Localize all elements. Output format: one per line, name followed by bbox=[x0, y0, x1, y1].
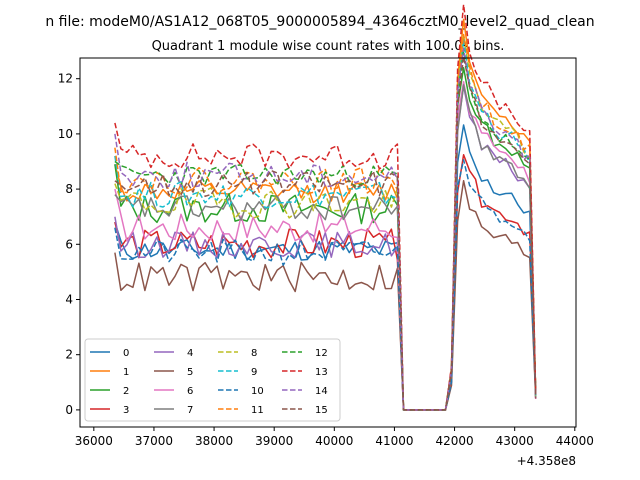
chart-title: Quadrant 1 module wise count rates with … bbox=[152, 39, 505, 54]
y-axis: 0 2 4 6 8 10 12 bbox=[58, 72, 80, 417]
series-line-2 bbox=[114, 66, 537, 411]
x-tick-label: 44000 bbox=[556, 434, 594, 448]
x-offset-label: +4.358e8 bbox=[517, 454, 576, 468]
legend-label-13: 13 bbox=[315, 367, 328, 378]
series-line-5 bbox=[114, 179, 537, 411]
legend-label-10: 10 bbox=[251, 386, 264, 397]
y-tick-label: 10 bbox=[58, 127, 73, 141]
legend-label-6: 6 bbox=[187, 386, 193, 397]
x-tick-label: 37000 bbox=[135, 434, 173, 448]
y-tick-label: 6 bbox=[65, 237, 73, 251]
x-tick-label: 40000 bbox=[315, 434, 353, 448]
y-tick-label: 2 bbox=[65, 348, 73, 362]
legend-label-14: 14 bbox=[315, 386, 328, 397]
legend-label-1: 1 bbox=[123, 367, 129, 378]
legend-label-9: 9 bbox=[251, 367, 257, 378]
x-tick-label: 38000 bbox=[195, 434, 233, 448]
series-line-13 bbox=[114, 3, 537, 411]
x-tick-label: 36000 bbox=[75, 434, 113, 448]
x-tick-label: 39000 bbox=[255, 434, 293, 448]
series-line-15 bbox=[114, 55, 537, 411]
series-line-14 bbox=[114, 47, 537, 411]
legend-label-12: 12 bbox=[315, 348, 328, 359]
series-layer bbox=[114, 3, 537, 411]
series-line-3 bbox=[114, 154, 537, 411]
series-line-11 bbox=[114, 33, 537, 411]
y-tick-label: 12 bbox=[58, 72, 73, 86]
legend-label-15: 15 bbox=[315, 405, 328, 416]
figure-suptitle: n file: modeM0/AS1A12_068T05_9000005894_… bbox=[45, 14, 594, 30]
legend-label-2: 2 bbox=[123, 386, 129, 397]
y-tick-label: 4 bbox=[65, 292, 73, 306]
x-axis: 36000 37000 38000 39000 40000 41000 42000 43000… bbox=[75, 427, 594, 448]
y-tick-label: 8 bbox=[65, 182, 73, 196]
legend-label-3: 3 bbox=[123, 405, 129, 416]
legend-label-5: 5 bbox=[187, 367, 193, 378]
series-line-10 bbox=[114, 159, 537, 411]
y-tick-label: 0 bbox=[65, 403, 73, 417]
legend-label-7: 7 bbox=[187, 405, 193, 416]
x-tick-label: 41000 bbox=[375, 434, 413, 448]
legend-label-11: 11 bbox=[251, 405, 264, 416]
plot-frame bbox=[79, 57, 577, 428]
legend-label-8: 8 bbox=[251, 348, 257, 359]
x-tick-label: 43000 bbox=[496, 434, 534, 448]
x-tick-label: 42000 bbox=[435, 434, 473, 448]
legend-label-4: 4 bbox=[187, 348, 193, 359]
legend-box bbox=[84, 338, 341, 422]
series-line-9 bbox=[114, 39, 537, 411]
legend-label-0: 0 bbox=[123, 348, 129, 359]
